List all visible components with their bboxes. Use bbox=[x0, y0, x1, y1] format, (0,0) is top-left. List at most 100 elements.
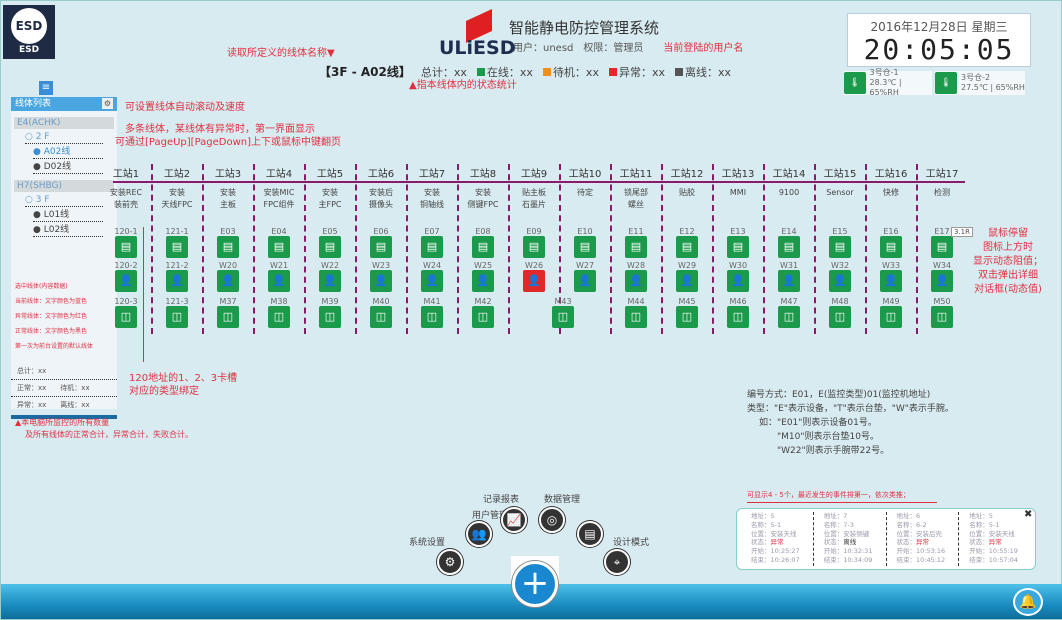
add-button[interactable]: + bbox=[512, 561, 558, 607]
equipment-icon[interactable]: ▤ bbox=[472, 236, 494, 258]
wrist-strap-icon[interactable]: 👤 bbox=[625, 270, 647, 292]
mat-icon[interactable]: ◫ bbox=[115, 306, 137, 328]
equipment-icon[interactable]: ▤ bbox=[676, 236, 698, 258]
station-label[interactable]: 工站7 bbox=[418, 169, 446, 180]
users-icon[interactable]: 👥 bbox=[466, 521, 492, 547]
mat-icon[interactable]: ◫ bbox=[931, 306, 953, 328]
mat-icon[interactable]: ◫ bbox=[421, 306, 443, 328]
wrist-strap-icon[interactable]: 👤 bbox=[115, 270, 137, 292]
wrist-strap-icon[interactable]: 👤 bbox=[829, 270, 851, 292]
menu-label[interactable]: 设计模式 bbox=[613, 538, 650, 548]
station-label[interactable]: 工站13 bbox=[721, 169, 755, 180]
menu-label[interactable]: 记录报表 bbox=[483, 495, 520, 505]
device-code: W26 bbox=[524, 261, 544, 270]
equipment-icon[interactable]: ▤ bbox=[829, 236, 851, 258]
station-label[interactable]: 工站15 bbox=[823, 169, 857, 180]
database-icon[interactable]: ◎ bbox=[539, 507, 565, 533]
event-record[interactable]: 地址：6 名称：6-2 位置：安装后壳 状态：异常 开始：10:53:16 结束：10:4… bbox=[887, 512, 960, 566]
equipment-icon[interactable]: ▤ bbox=[319, 236, 341, 258]
equipment-icon[interactable]: ▤ bbox=[115, 236, 137, 258]
station-label[interactable]: 工站8 bbox=[469, 169, 497, 180]
mat-icon[interactable]: ◫ bbox=[166, 306, 188, 328]
wrist-strap-icon[interactable]: 👤 bbox=[574, 270, 596, 292]
sidebar-line-l01[interactable]: ● L01线 bbox=[33, 207, 103, 222]
equipment-icon[interactable]: ▤ bbox=[370, 236, 392, 258]
sensor-2[interactable]: 🌡 3号仓-2 27.5℃ | 65%RH bbox=[935, 71, 1025, 95]
mat-icon[interactable]: ◫ bbox=[625, 306, 647, 328]
menu-label[interactable]: 用户管理 bbox=[472, 511, 509, 521]
wrist-strap-icon[interactable]: 👤 bbox=[370, 270, 392, 292]
wrist-strap-icon[interactable]: 👤 bbox=[778, 270, 800, 292]
event-record[interactable]: 地址：5 名称：5-1 位置：安装天线 状态：异常 开始：10:55:19 结束：10:5… bbox=[959, 512, 1031, 566]
map-pin-icon[interactable]: ⌖ bbox=[604, 549, 630, 575]
menu-label[interactable]: 系统设置 bbox=[409, 538, 446, 548]
event-record[interactable]: 地址：5 名称：5-1 位置：安装天线 状态：异常 开始：10:25:27 结束：10:2… bbox=[741, 512, 814, 566]
gears-icon[interactable]: ⚙ bbox=[437, 549, 463, 575]
equipment-icon[interactable]: ▤ bbox=[625, 236, 647, 258]
station-label[interactable]: 工站12 bbox=[670, 169, 704, 180]
wrist-strap-icon[interactable]: 👤 bbox=[880, 270, 902, 292]
station-label[interactable]: 工站4 bbox=[265, 169, 293, 180]
mat-icon[interactable]: ◫ bbox=[268, 306, 290, 328]
close-icon[interactable]: ✖ bbox=[1024, 509, 1033, 520]
wrist-strap-icon[interactable]: 👤 bbox=[727, 270, 749, 292]
sensor-1[interactable]: 🌡 3号仓-1 28.3℃ | 65%RH bbox=[844, 68, 932, 97]
equipment-icon[interactable]: ▤ bbox=[166, 236, 188, 258]
sidebar-line-a02[interactable]: ● A02线 bbox=[33, 144, 103, 159]
equipment-icon[interactable]: ▤ bbox=[421, 236, 443, 258]
sidebar-header: 线体列表 ⚙ bbox=[11, 97, 117, 111]
equipment-icon[interactable]: ▤ bbox=[574, 236, 596, 258]
settings-icon[interactable]: ⚙ bbox=[101, 98, 113, 109]
wrist-strap-icon[interactable]: 👤 bbox=[523, 270, 545, 292]
wrist-strap-icon[interactable]: 👤 bbox=[421, 270, 443, 292]
event-record[interactable]: 地址：7 名称：7-3 位置：安装侧键 状态：离线 开始：10:32:31 结束：10:3… bbox=[814, 512, 887, 566]
sidebar-line-d02[interactable]: ● D02线 bbox=[33, 159, 103, 174]
wrist-strap-icon[interactable]: 👤 bbox=[268, 270, 290, 292]
sidebar-floor[interactable]: ○ 3 F bbox=[25, 192, 103, 207]
mat-icon[interactable]: ◫ bbox=[552, 306, 574, 328]
chart-icon[interactable]: 📈 bbox=[501, 507, 527, 533]
station-label[interactable]: 工站14 bbox=[772, 169, 806, 180]
station-label[interactable]: 工站5 bbox=[316, 169, 344, 180]
wrist-strap-icon[interactable]: 👤 bbox=[166, 270, 188, 292]
mat-icon[interactable]: ◫ bbox=[370, 306, 392, 328]
station-desc: 安装 bbox=[424, 188, 440, 197]
mat-icon[interactable]: ◫ bbox=[472, 306, 494, 328]
menu-label[interactable]: 数据管理 bbox=[544, 495, 581, 505]
equipment-icon[interactable]: ▤ bbox=[880, 236, 902, 258]
station-label[interactable]: 工站17 bbox=[925, 169, 959, 180]
sidebar-group[interactable]: H7(SHBG) bbox=[14, 180, 114, 192]
equipment-icon[interactable]: ▤ bbox=[931, 236, 953, 258]
mat-icon[interactable]: ◫ bbox=[727, 306, 749, 328]
station-label[interactable]: 工站16 bbox=[874, 169, 908, 180]
station-label[interactable]: 工站10 bbox=[568, 169, 602, 180]
bell-icon[interactable]: 🔔 bbox=[1013, 588, 1043, 616]
sidebar-group[interactable]: E4(ACHK) bbox=[14, 117, 114, 129]
station-label[interactable]: 工站1 bbox=[112, 169, 140, 180]
station-label[interactable]: 工站3 bbox=[214, 169, 242, 180]
mat-icon[interactable]: ◫ bbox=[829, 306, 851, 328]
station-label[interactable]: 工站11 bbox=[619, 169, 653, 180]
mat-icon[interactable]: ◫ bbox=[778, 306, 800, 328]
equipment-icon[interactable]: ▤ bbox=[778, 236, 800, 258]
station-label[interactable]: 工站9 bbox=[520, 169, 548, 180]
menu-icon[interactable]: ≡ bbox=[39, 81, 53, 95]
wrist-strap-icon[interactable]: 👤 bbox=[931, 270, 953, 292]
document-icon[interactable]: ▤ bbox=[577, 521, 603, 547]
mat-icon[interactable]: ◫ bbox=[319, 306, 341, 328]
sidebar-line-l02[interactable]: ● L02线 bbox=[33, 222, 103, 237]
station-label[interactable]: 工站2 bbox=[163, 169, 191, 180]
wrist-strap-icon[interactable]: 👤 bbox=[676, 270, 698, 292]
wrist-strap-icon[interactable]: 👤 bbox=[319, 270, 341, 292]
mat-icon[interactable]: ◫ bbox=[676, 306, 698, 328]
sidebar-floor[interactable]: ○ 2 F bbox=[25, 129, 103, 144]
wrist-strap-icon[interactable]: 👤 bbox=[217, 270, 239, 292]
equipment-icon[interactable]: ▤ bbox=[268, 236, 290, 258]
mat-icon[interactable]: ◫ bbox=[880, 306, 902, 328]
equipment-icon[interactable]: ▤ bbox=[523, 236, 545, 258]
wrist-strap-icon[interactable]: 👤 bbox=[472, 270, 494, 292]
station-label[interactable]: 工站6 bbox=[367, 169, 395, 180]
mat-icon[interactable]: ◫ bbox=[217, 306, 239, 328]
equipment-icon[interactable]: ▤ bbox=[727, 236, 749, 258]
equipment-icon[interactable]: ▤ bbox=[217, 236, 239, 258]
